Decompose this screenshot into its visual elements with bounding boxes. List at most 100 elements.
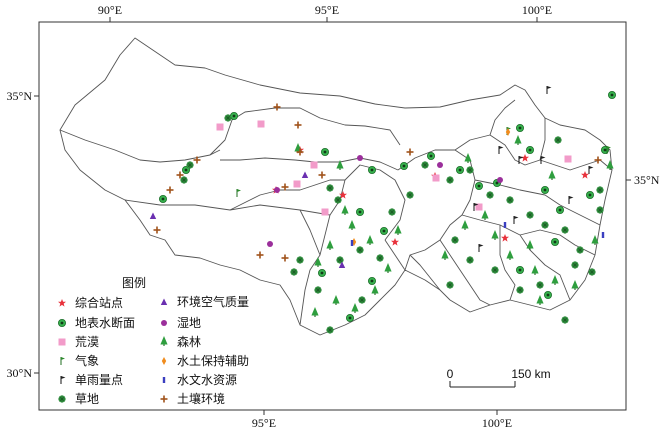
legend-composite-label: 综合站点 [75,295,123,310]
desert-marker [564,155,572,163]
grassland-marker [375,253,385,263]
grassland-marker [485,190,495,200]
grassland-marker [420,160,430,170]
grassland-marker [596,205,604,215]
surface-water-marker [474,181,484,191]
hydrology-marker [503,222,507,228]
surface-water-marker [367,165,377,175]
grassland-marker [335,255,345,265]
grassland-marker [505,195,514,205]
surface-water-marker [540,185,550,195]
grassland-marker [325,325,335,335]
surface-water-marker [158,194,168,204]
grassland-marker [490,265,500,275]
grassland-marker [185,160,195,170]
legend-hydrology-label: 水文水资源 [177,372,237,387]
grassland-marker [536,280,544,290]
legend-desert-label: 荒漠 [75,335,99,349]
legend: 图例 综合站点 地表水断面 荒漠 气象 单雨量点 草地 环境空气质量 湿地 森林… [57,276,249,406]
grassland-marker [561,315,569,325]
surface-water-marker [320,147,330,157]
grassland-marker [355,245,365,255]
grassland-marker [295,255,305,265]
grassland-marker [526,210,534,220]
surface-water-marker [399,161,409,171]
desert-marker [293,180,301,188]
tick-left-1: 35°N [7,89,33,103]
wetland-marker [274,187,280,193]
legend-air-quality-label: 环境空气质量 [177,294,249,309]
tick-right-1: 35°N [634,173,660,187]
region-outline [59,37,613,336]
grassland-marker [571,260,579,270]
wetland-marker [437,162,443,168]
legend-soil-environment-label: 土壤环境 [177,391,225,406]
grassland-marker [588,267,596,277]
grassland-marker [554,135,562,145]
surface-water-marker [607,90,617,100]
surface-water-marker [345,313,355,323]
desert-marker [432,174,440,182]
grassland-marker [445,280,455,290]
grassland-marker [357,295,367,305]
surface-water-marker [555,205,565,215]
tick-top-1: 90°E [98,3,122,17]
surface-water-marker [426,151,436,161]
grassland-marker [223,114,233,122]
surface-water-marker [379,226,389,236]
map-border [38,21,627,411]
grassland-marker [450,235,460,245]
grassland-marker [561,225,569,235]
legend-grassland-symbol [58,394,66,404]
desert-marker [310,161,318,169]
surface-water-marker [455,165,465,175]
desert-marker [257,120,265,128]
grassland-marker [445,175,455,185]
wetland-marker [497,177,503,183]
desert-marker [321,208,329,216]
wetland-marker [357,155,363,161]
tick-marks [34,17,631,415]
tick-bottom-2: 100°E [482,416,512,430]
surface-water-marker [525,145,535,155]
legend-wetland-label: 湿地 [177,315,201,330]
legend-rain-gauge-label: 单雨量点 [75,373,123,387]
legend-surface-water-symbol [57,318,67,328]
grassland-marker [465,165,475,175]
grassland-marker [465,255,475,265]
legend-grassland-label: 草地 [75,392,99,406]
legend-surface-water-label: 地表水断面 [75,315,135,330]
legend-soil-conservation-label: 水土保持辅助 [177,353,249,368]
legend-wetland-symbol [161,320,167,326]
tick-left-2: 30°N [7,366,33,380]
grassland-marker [313,285,323,295]
legend-hydrology-symbol [162,377,166,383]
grassland-marker [516,285,524,295]
grassland-marker [289,267,299,277]
tick-top-3: 100°E [522,3,552,17]
scale-bar: 0 150 km [447,367,551,388]
desert-marker [216,123,224,131]
legend-meteorology-label: 气象 [75,353,99,368]
surface-water-marker [543,290,553,300]
grassland-marker [596,185,604,195]
grassland-marker [179,175,189,185]
hydrology-marker [601,232,605,238]
surface-water-marker [550,237,560,247]
wetland-marker [267,241,273,247]
hydrology-marker [350,240,354,246]
surface-water-marker [585,190,595,200]
grassland-marker [333,195,343,205]
scale-start-label: 0 [447,367,454,381]
scale-end-label: 150 km [511,367,550,381]
grassland-marker [405,190,415,200]
surface-water-marker [515,265,525,275]
legend-desert-symbol [58,338,66,346]
grassland-marker [576,245,584,255]
legend-forest-label: 森林 [177,334,201,349]
tick-top-2: 95°E [315,3,339,17]
grassland-marker [541,220,549,230]
surface-water-marker [355,207,365,217]
legend-title: 图例 [122,276,146,290]
